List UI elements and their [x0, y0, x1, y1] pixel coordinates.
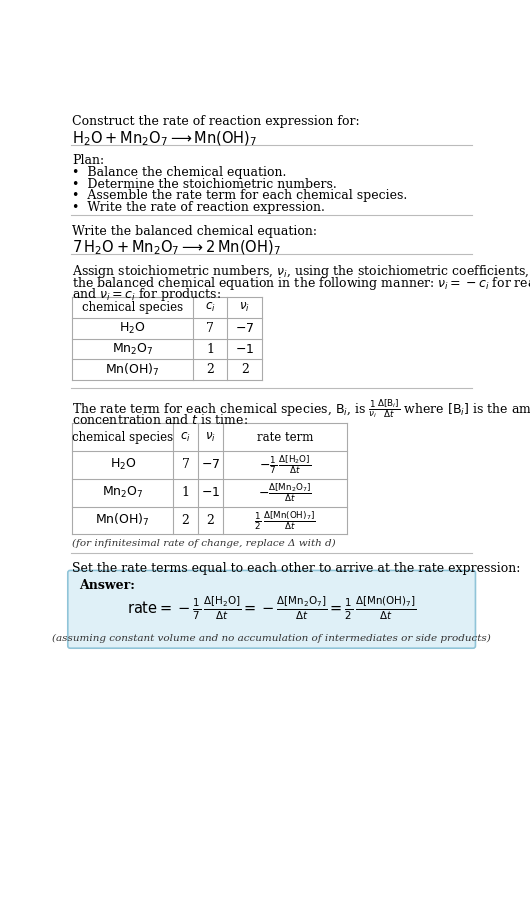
Text: rate term: rate term: [257, 430, 313, 444]
Text: 2: 2: [241, 363, 249, 377]
Text: the balanced chemical equation in the following manner: $\nu_i = -c_i$ for react: the balanced chemical equation in the fo…: [73, 275, 530, 292]
Text: The rate term for each chemical species, $\mathrm{B}_i$, is $\frac{1}{\nu_i}\fra: The rate term for each chemical species,…: [73, 397, 530, 420]
Text: (for infinitesimal rate of change, replace Δ with d): (for infinitesimal rate of change, repla…: [73, 539, 336, 548]
Text: •  Determine the stoichiometric numbers.: • Determine the stoichiometric numbers.: [73, 177, 337, 191]
Text: 1: 1: [182, 486, 190, 500]
Text: Construct the rate of reaction expression for:: Construct the rate of reaction expressio…: [73, 116, 360, 128]
Text: $-\frac{1}{7}\,\frac{\Delta[\mathrm{H_2O}]}{\Delta t}$: $-\frac{1}{7}\,\frac{\Delta[\mathrm{H_2O…: [259, 453, 311, 476]
Text: Set the rate terms equal to each other to arrive at the rate expression:: Set the rate terms equal to each other t…: [73, 562, 521, 575]
Text: $\nu_i$: $\nu_i$: [240, 301, 250, 314]
Text: and $\nu_i = c_i$ for products:: and $\nu_i = c_i$ for products:: [73, 287, 222, 303]
Text: Answer:: Answer:: [78, 579, 135, 592]
Text: $7\,\mathrm{H_2O + Mn_2O_7 \longrightarrow 2\,Mn(OH)_7}$: $7\,\mathrm{H_2O + Mn_2O_7 \longrightarr…: [73, 238, 281, 257]
Text: 2: 2: [206, 363, 214, 377]
Text: $\mathrm{H_2O}$: $\mathrm{H_2O}$: [119, 320, 146, 336]
Text: $c_i$: $c_i$: [180, 430, 191, 444]
Text: 2: 2: [182, 514, 190, 527]
Text: •  Write the rate of reaction expression.: • Write the rate of reaction expression.: [73, 201, 325, 214]
Text: $\mathrm{rate} = -\frac{1}{7}\,\frac{\Delta[\mathrm{H_2O}]}{\Delta t} = -\frac{\: $\mathrm{rate} = -\frac{1}{7}\,\frac{\De…: [127, 594, 417, 622]
Text: •  Balance the chemical equation.: • Balance the chemical equation.: [73, 167, 287, 179]
FancyBboxPatch shape: [68, 571, 475, 648]
Text: $\mathrm{H_2O}$: $\mathrm{H_2O}$: [110, 458, 136, 472]
Text: $-1$: $-1$: [235, 342, 254, 356]
Text: Plan:: Plan:: [73, 154, 104, 167]
Text: •  Assemble the rate term for each chemical species.: • Assemble the rate term for each chemic…: [73, 189, 408, 202]
Text: $-1$: $-1$: [201, 486, 220, 500]
Text: Assign stoichiometric numbers, $\nu_i$, using the stoichiometric coefficients, $: Assign stoichiometric numbers, $\nu_i$, …: [73, 263, 530, 280]
Text: $\mathrm{Mn_2O_7}$: $\mathrm{Mn_2O_7}$: [102, 485, 144, 501]
Text: chemical species: chemical species: [82, 301, 183, 314]
Text: chemical species: chemical species: [72, 430, 173, 444]
Text: 7: 7: [206, 322, 214, 335]
Text: 7: 7: [182, 459, 190, 471]
Text: $-7$: $-7$: [201, 459, 220, 471]
Text: (assuming constant volume and no accumulation of intermediates or side products): (assuming constant volume and no accumul…: [52, 634, 491, 643]
Text: $-\frac{\Delta[\mathrm{Mn_2O_7}]}{\Delta t}$: $-\frac{\Delta[\mathrm{Mn_2O_7}]}{\Delta…: [258, 481, 312, 504]
Text: $\mathrm{Mn_2O_7}$: $\mathrm{Mn_2O_7}$: [112, 341, 153, 357]
Text: $\mathrm{H_2O + Mn_2O_7 \longrightarrow Mn(OH)_7}$: $\mathrm{H_2O + Mn_2O_7 \longrightarrow …: [73, 129, 258, 147]
Text: $-7$: $-7$: [235, 322, 254, 335]
Text: 2: 2: [207, 514, 214, 527]
Text: $\nu_i$: $\nu_i$: [205, 430, 216, 444]
Text: $c_i$: $c_i$: [205, 301, 215, 314]
Text: 1: 1: [206, 342, 214, 356]
Text: Write the balanced chemical equation:: Write the balanced chemical equation:: [73, 225, 317, 238]
Text: concentration and $t$ is time:: concentration and $t$ is time:: [73, 412, 249, 427]
Text: $\frac{1}{2}\,\frac{\Delta[\mathrm{Mn(OH)_7}]}{\Delta t}$: $\frac{1}{2}\,\frac{\Delta[\mathrm{Mn(OH…: [254, 509, 315, 531]
Text: $\mathrm{Mn(OH)_7}$: $\mathrm{Mn(OH)_7}$: [95, 512, 150, 529]
Text: $\mathrm{Mn(OH)_7}$: $\mathrm{Mn(OH)_7}$: [105, 362, 160, 378]
